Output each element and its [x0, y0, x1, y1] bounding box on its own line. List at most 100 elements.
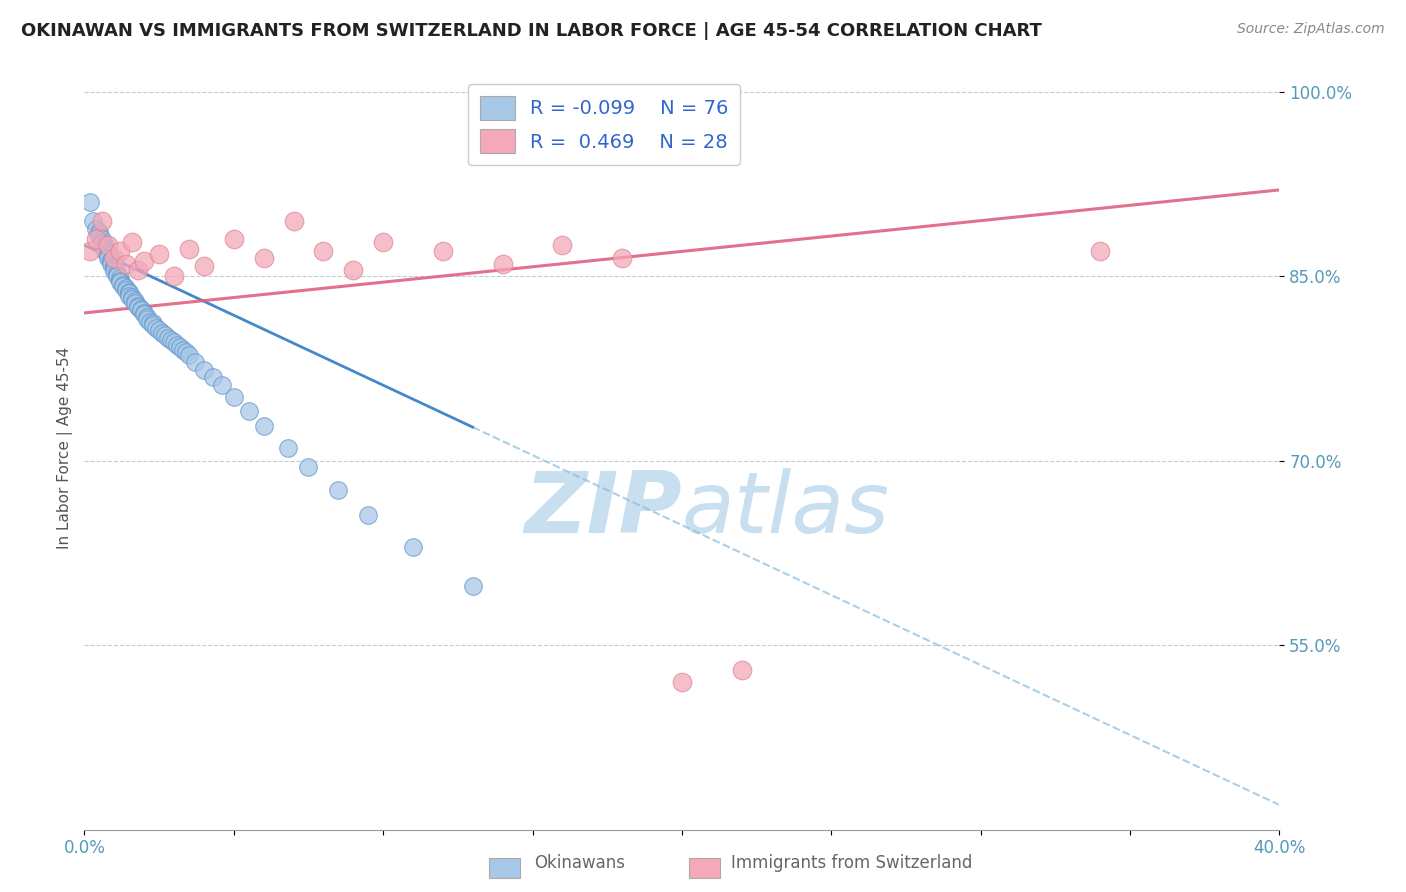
Point: [118, 289, 141, 303]
Point: [103, 260, 125, 275]
Point: [86, 232, 108, 246]
Point: [163, 335, 186, 350]
Point: [97, 247, 120, 261]
Point: [118, 286, 141, 301]
Point: [211, 378, 233, 392]
Point: [110, 274, 132, 288]
Point: [110, 275, 132, 289]
Point: [103, 264, 125, 278]
Point: [184, 355, 207, 369]
Point: [105, 268, 128, 283]
Point: [118, 285, 141, 299]
Text: Immigrants from Switzerland: Immigrants from Switzerland: [731, 855, 973, 872]
Point: [115, 257, 138, 271]
Legend: R = -0.099    N = 76, R =  0.469    N = 28: R = -0.099 N = 76, R = 0.469 N = 28: [468, 84, 741, 165]
Point: [110, 244, 132, 259]
Point: [124, 293, 146, 308]
Point: [139, 314, 162, 328]
Point: [253, 251, 276, 265]
Point: [671, 675, 693, 690]
Point: [166, 338, 188, 352]
Point: [148, 323, 170, 337]
Point: [297, 459, 319, 474]
Point: [94, 244, 117, 259]
Point: [169, 340, 191, 354]
Point: [97, 251, 120, 265]
Point: [100, 253, 122, 268]
Point: [82, 213, 104, 227]
Point: [136, 310, 159, 324]
Point: [94, 243, 117, 257]
Point: [612, 251, 634, 265]
Point: [105, 265, 128, 279]
Point: [91, 232, 114, 246]
Point: [461, 579, 484, 593]
Point: [79, 195, 101, 210]
Point: [132, 254, 156, 268]
Point: [193, 259, 215, 273]
Point: [91, 213, 114, 227]
Y-axis label: In Labor Force | Age 45-54: In Labor Force | Age 45-54: [58, 347, 73, 549]
Point: [163, 268, 186, 283]
Point: [148, 247, 170, 261]
Point: [105, 268, 128, 282]
Point: [177, 242, 200, 256]
Text: atlas: atlas: [682, 467, 890, 550]
Point: [89, 227, 111, 242]
Point: [89, 225, 111, 239]
Point: [97, 249, 120, 263]
Point: [127, 299, 149, 313]
Point: [86, 222, 108, 236]
Point: [201, 370, 224, 384]
Point: [91, 237, 114, 252]
Point: [357, 508, 380, 522]
Point: [312, 244, 335, 259]
Point: [342, 263, 364, 277]
Point: [121, 293, 143, 307]
Point: [89, 229, 111, 244]
Point: [132, 307, 156, 321]
Point: [172, 343, 194, 357]
Text: ZIP: ZIP: [524, 467, 682, 550]
Point: [94, 238, 117, 252]
Point: [127, 263, 149, 277]
Text: Okinawans: Okinawans: [534, 855, 626, 872]
Point: [174, 345, 197, 359]
Point: [100, 257, 122, 271]
Point: [121, 290, 143, 304]
Point: [277, 442, 299, 455]
Point: [283, 213, 305, 227]
Point: [115, 283, 138, 297]
Point: [432, 244, 454, 259]
Point: [112, 278, 135, 293]
Point: [253, 419, 276, 434]
Point: [91, 235, 114, 249]
Point: [222, 390, 245, 404]
Point: [1090, 244, 1112, 259]
Point: [402, 540, 425, 554]
Point: [222, 232, 245, 246]
Point: [132, 306, 156, 320]
Point: [94, 241, 117, 255]
Point: [731, 663, 754, 677]
Point: [551, 238, 574, 252]
Point: [129, 303, 152, 318]
Point: [103, 251, 125, 265]
Point: [153, 328, 176, 343]
Point: [103, 261, 125, 276]
Point: [79, 244, 101, 259]
Point: [157, 330, 180, 344]
Point: [121, 235, 143, 249]
Point: [136, 312, 159, 326]
Point: [124, 296, 146, 310]
Point: [103, 258, 125, 272]
Point: [193, 362, 215, 376]
Point: [100, 254, 122, 268]
Point: [129, 302, 152, 317]
Point: [142, 316, 165, 330]
Point: [115, 281, 138, 295]
Point: [328, 483, 350, 497]
Point: [145, 320, 167, 334]
Point: [112, 277, 135, 292]
Point: [150, 326, 173, 340]
